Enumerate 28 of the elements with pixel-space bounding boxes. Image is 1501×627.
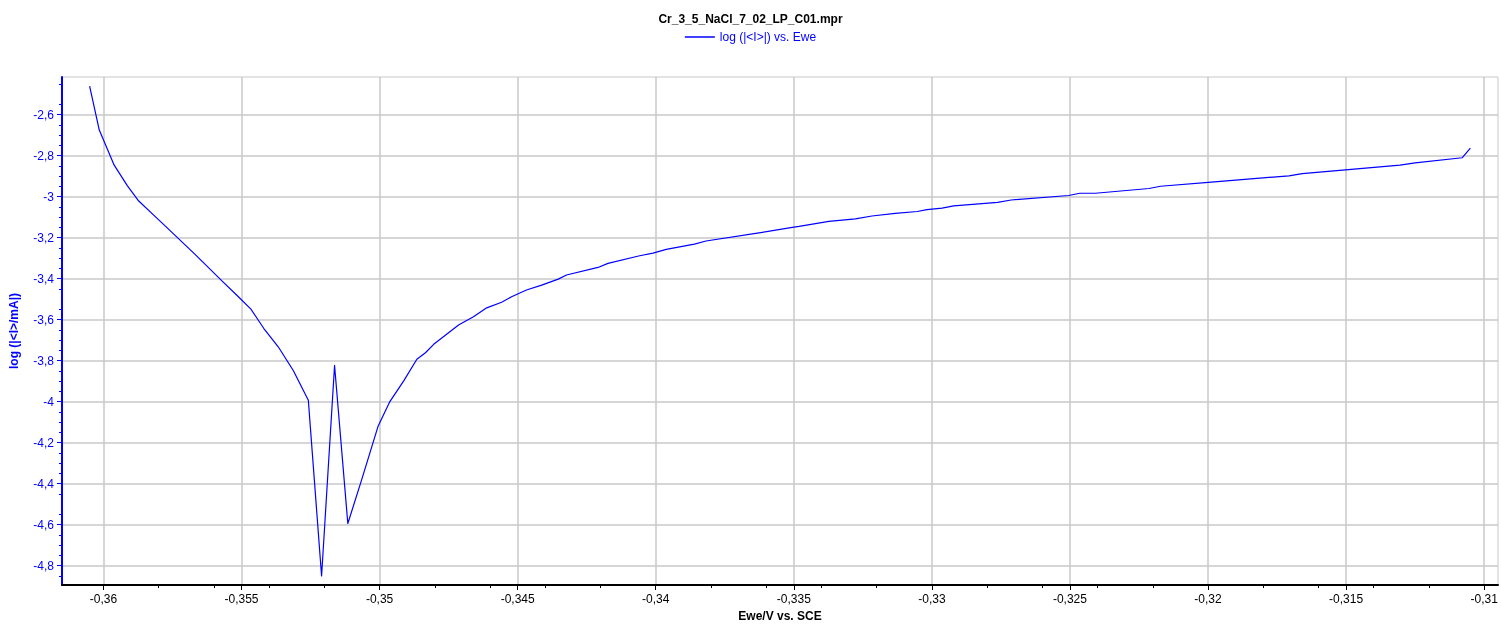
x-tick-label: -0,325 bbox=[1052, 592, 1088, 606]
y-tick-label: -2,8 bbox=[33, 148, 55, 163]
y-tick-label: -4,4 bbox=[33, 476, 55, 491]
y-tick-label: -4,6 bbox=[33, 517, 55, 532]
y-tick-label: -3,4 bbox=[33, 271, 55, 286]
x-tick-label: -0,31 bbox=[1470, 592, 1499, 606]
x-tick-label: -0,34 bbox=[642, 592, 670, 606]
y-tick-label: -3 bbox=[43, 189, 55, 204]
x-tick-label: -0,32 bbox=[1194, 592, 1223, 606]
y-tick-label: -3,2 bbox=[33, 230, 55, 245]
x-tick-label: -0,355 bbox=[224, 592, 259, 606]
y-tick-label: -4,2 bbox=[33, 435, 55, 450]
y-tick-label: -4 bbox=[43, 394, 55, 409]
chart-title: Cr_3_5_NaCl_7_02_LP_C01.mpr bbox=[658, 12, 843, 26]
x-tick-label: -0,345 bbox=[500, 592, 535, 606]
legend-label: log (|<I>|) vs. Ewe bbox=[719, 30, 817, 44]
x-tick-label: -0,36 bbox=[89, 592, 118, 606]
y-tick-label: -4,8 bbox=[33, 558, 55, 573]
line-series bbox=[89, 85, 1471, 577]
y-tick-label: -2,6 bbox=[33, 107, 55, 122]
x-tick-label: -0,315 bbox=[1329, 592, 1364, 606]
x-tick-label: -0,35 bbox=[365, 592, 394, 606]
y-axis-title: log (|<I>/mA|) bbox=[7, 292, 21, 370]
y-tick-label: -3,8 bbox=[33, 353, 55, 368]
x-tick-label: -0,33 bbox=[918, 592, 946, 606]
x-axis-title: Ewe/V vs. SCE bbox=[738, 608, 822, 623]
x-tick-label: -0,335 bbox=[776, 592, 812, 606]
y-tick-label: -3,6 bbox=[33, 312, 55, 327]
